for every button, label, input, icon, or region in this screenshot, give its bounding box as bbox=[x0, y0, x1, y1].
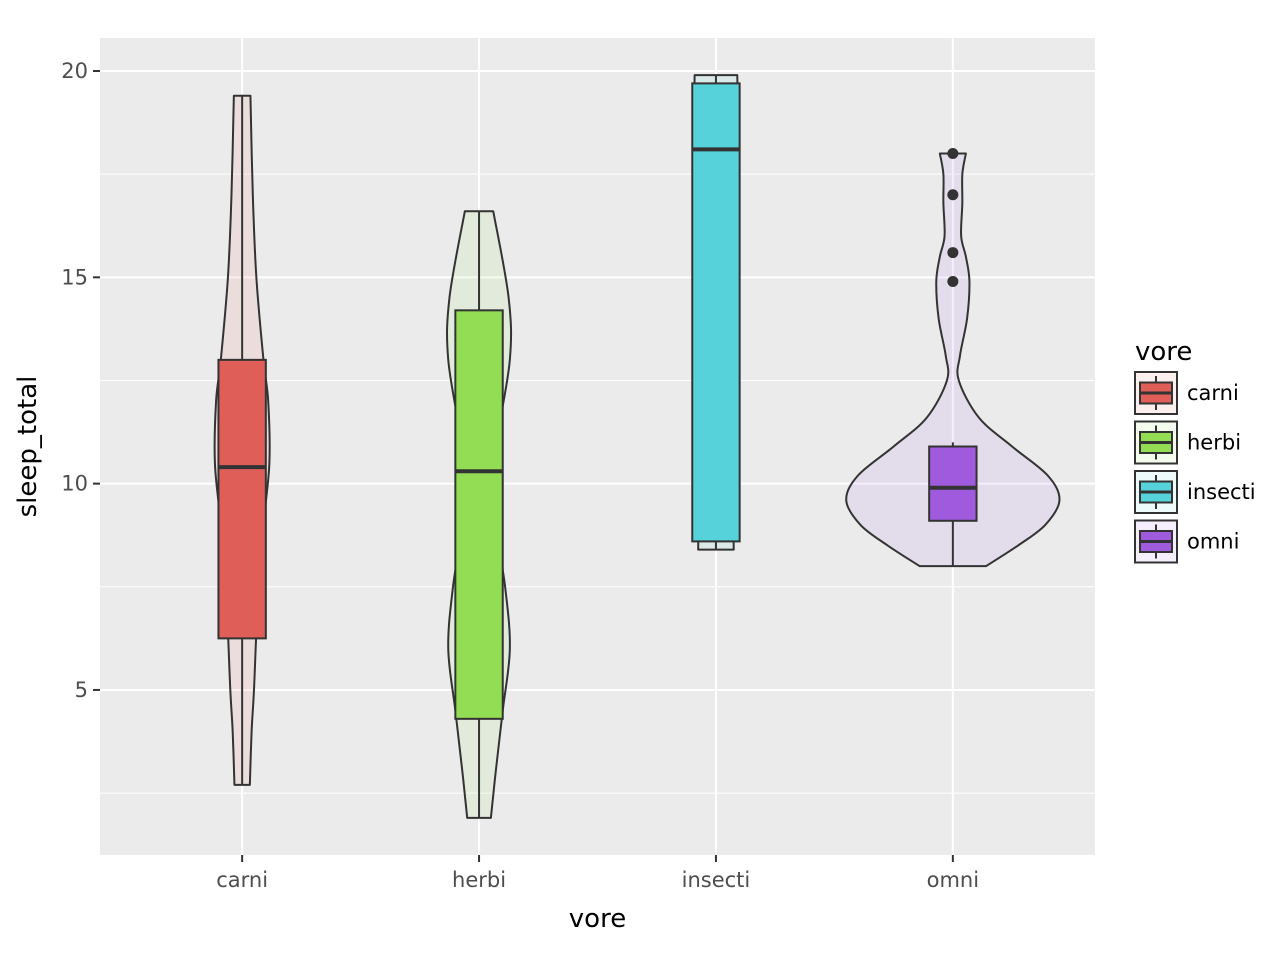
y-tick-label: 20 bbox=[61, 59, 88, 83]
y-tick-label: 5 bbox=[75, 678, 88, 702]
x-tick-label: insecti bbox=[682, 868, 751, 892]
x-tick-label: herbi bbox=[452, 868, 506, 892]
outlier-point bbox=[947, 189, 959, 201]
legend-label-insecti: insecti bbox=[1187, 480, 1256, 504]
outlier-point bbox=[947, 247, 959, 259]
box-carni bbox=[217, 358, 267, 640]
y-axis-title: sleep_total bbox=[13, 376, 43, 518]
box-omni bbox=[928, 445, 978, 522]
box-insecti bbox=[691, 82, 741, 543]
y-tick-label: 10 bbox=[61, 472, 88, 496]
x-axis-title: vore bbox=[569, 904, 626, 934]
legend: vore carni herbi insecti omni bbox=[1134, 337, 1256, 564]
boxplots bbox=[217, 75, 978, 818]
outlier-point bbox=[947, 275, 959, 287]
y-axis: 5 10 15 20 bbox=[61, 59, 100, 702]
legend-label-carni: carni bbox=[1187, 381, 1239, 405]
x-tick-label: omni bbox=[927, 868, 979, 892]
legend-label-herbi: herbi bbox=[1187, 431, 1241, 455]
x-tick-label: carni bbox=[216, 868, 268, 892]
violin-omni bbox=[845, 152, 1061, 568]
x-axis: carni herbi insecti omni bbox=[216, 855, 979, 892]
legend-label-omni: omni bbox=[1187, 530, 1239, 554]
outlier-point bbox=[947, 148, 959, 160]
box-herbi bbox=[454, 309, 504, 720]
legend-title: vore bbox=[1135, 337, 1192, 367]
y-tick-label: 15 bbox=[61, 265, 88, 289]
